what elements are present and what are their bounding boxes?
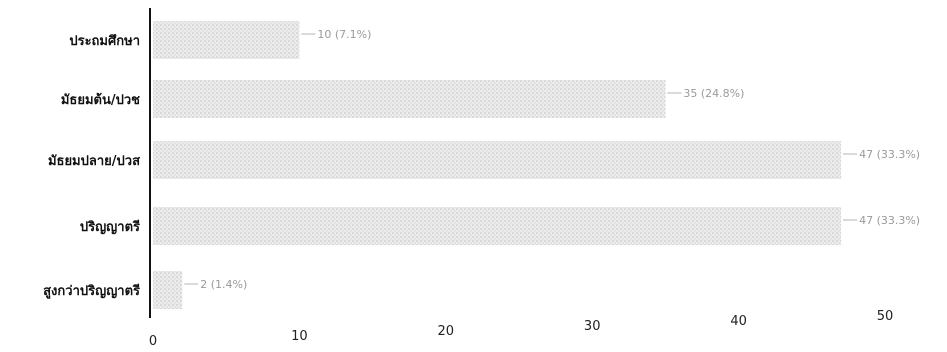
x-tick-label-5: 50 — [877, 309, 894, 324]
x-tick-label-1: 10 — [291, 329, 308, 344]
category-label-3: ปริญญาตรี — [80, 219, 140, 235]
data-label-4: 2 (1.4%) — [200, 278, 247, 291]
category-label-0: ประถมศึกษา — [69, 33, 140, 49]
x-tick-label-3: 30 — [584, 319, 601, 334]
x-tick-label-2: 20 — [438, 324, 455, 339]
bar-1 — [153, 80, 666, 118]
data-label-0: 10 (7.1%) — [317, 28, 371, 41]
bar-4 — [153, 271, 183, 309]
category-label-2: มัธยมปลาย/ปวส — [48, 154, 140, 169]
data-label-1: 35 (24.8%) — [683, 87, 744, 100]
data-label-2: 47 (33.3%) — [859, 148, 920, 161]
bar-0 — [153, 21, 300, 59]
category-label-1: มัธยมต้น/ปวช — [61, 92, 140, 108]
bar-3 — [153, 207, 842, 245]
x-tick-label-4: 40 — [730, 314, 747, 329]
bar-2 — [153, 141, 842, 179]
data-label-3: 47 (33.3%) — [859, 214, 920, 227]
x-tick-label-0: 0 — [149, 334, 157, 349]
category-label-4: สูงกว่าปริญญาตรี — [43, 283, 140, 299]
